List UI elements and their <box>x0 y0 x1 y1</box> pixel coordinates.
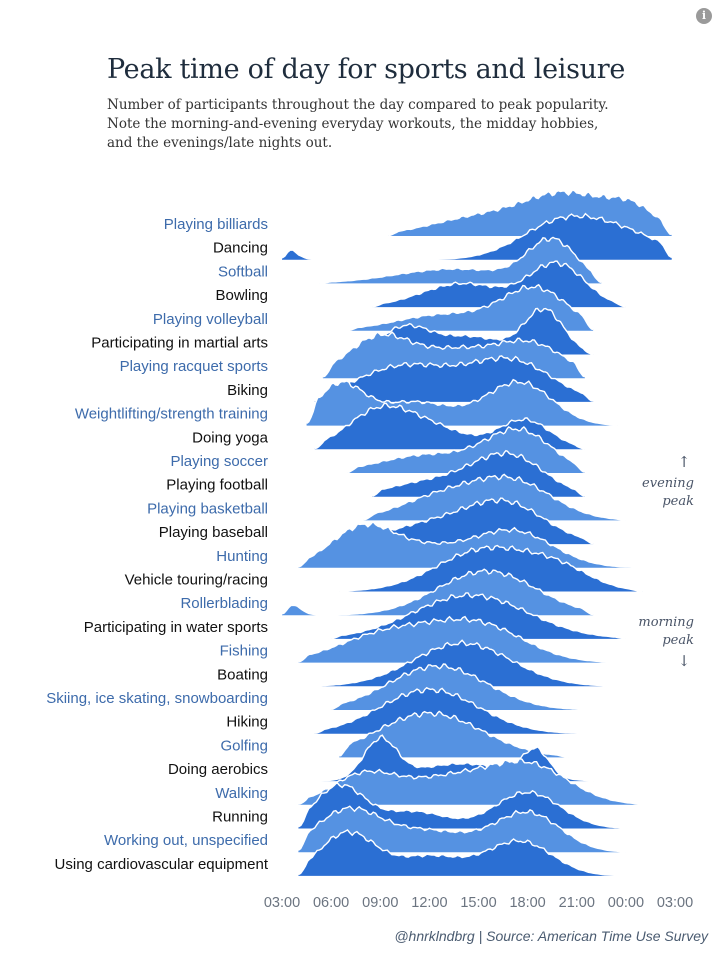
ridge-outline <box>298 828 626 877</box>
x-tick-label: 00:00 <box>608 895 644 911</box>
ridge-outline <box>298 758 643 806</box>
ridge-outline <box>372 260 626 308</box>
row-label: Skiing, ice skating, snowboarding <box>46 690 268 707</box>
ridge-area <box>339 711 569 758</box>
ridge-outline <box>298 805 626 853</box>
ridge-outline <box>298 615 610 664</box>
row-label: Running <box>212 809 268 826</box>
row-label: Playing racquet sports <box>120 358 268 375</box>
ridge-area <box>298 616 610 663</box>
row-label: Playing basketball <box>147 500 268 517</box>
ridge-area <box>372 261 626 308</box>
x-tick-label: 06:00 <box>313 895 349 911</box>
row-label: Weightlifting/strength training <box>75 406 268 423</box>
x-tick-label: 09:00 <box>362 895 398 911</box>
x-axis: 03:00 06:00 09:00 12:00 15:00 18:00 21:00 00:00… <box>264 895 693 911</box>
source-credit: @hnrklndbrg | Source: American Time Use … <box>394 928 708 944</box>
evening-peak-label: evening <box>642 476 694 491</box>
x-tick-label: 18:00 <box>509 895 545 911</box>
x-tick-label: 21:00 <box>559 895 595 911</box>
row-label: Boating <box>217 666 268 683</box>
ridge-outline <box>363 307 594 355</box>
row-label: Participating in martial arts <box>91 335 268 352</box>
row-label: Playing football <box>166 477 268 494</box>
ridge-outline <box>331 592 626 640</box>
ridge-outline <box>314 355 594 402</box>
row-label: Participating in water sports <box>84 619 268 636</box>
row-label: Hiking <box>226 714 268 731</box>
x-tick-label: 03:00 <box>657 895 693 911</box>
row-label: Softball <box>218 263 268 280</box>
row-label: Hunting <box>216 548 268 565</box>
row-label: Walking <box>215 785 268 802</box>
row-label: Golfing <box>220 737 268 754</box>
row-label: Fishing <box>220 643 268 660</box>
ridge-area <box>298 521 659 568</box>
x-tick-label: 12:00 <box>411 895 447 911</box>
ridge-outline <box>322 331 586 378</box>
info-icon[interactable]: i <box>696 8 712 24</box>
ridge-area <box>282 569 594 616</box>
row-label: Rollerblading <box>180 595 268 612</box>
morning-peak-label: morning <box>638 615 694 630</box>
x-tick-label: 15:00 <box>460 895 496 911</box>
ridge-outline <box>330 663 594 711</box>
row-label: Dancing <box>213 240 268 257</box>
subtitle-line: Note the morning-and-evening everyday wo… <box>107 116 599 132</box>
ridge-area <box>314 687 585 734</box>
ridge-outline <box>281 568 594 616</box>
subtitle-line: and the evenings/late nights out. <box>107 135 333 151</box>
row-label: Playing baseball <box>159 524 268 541</box>
ridge-area <box>363 474 626 521</box>
row-label: Playing billiards <box>164 216 268 233</box>
row-labels: Playing billiards Dancing Softball Bowling P… <box>46 216 269 873</box>
ridge-outline <box>388 189 672 237</box>
morning-peak-label: peak <box>662 633 694 648</box>
ridges <box>281 189 673 877</box>
ridge-outline <box>347 283 594 332</box>
ridge-outline <box>314 639 610 687</box>
row-label: Using cardiovascular equipment <box>55 856 269 873</box>
chart-title: Peak time of day for sports and leisure <box>107 54 626 85</box>
ridge-area <box>339 545 643 592</box>
ridge-outline <box>298 520 659 569</box>
ridge-outline <box>314 686 585 735</box>
ridge-area <box>298 829 626 876</box>
ridge-outline <box>306 378 618 427</box>
morning-peak-arrow: ↓ <box>678 652 691 670</box>
row-label: Doing aerobics <box>168 761 268 778</box>
row-label: Working out, unspecified <box>104 832 268 849</box>
morning-peak-annotation: morning peak ↓ <box>638 615 694 670</box>
ridge-outline <box>372 449 585 497</box>
ridge-outline <box>314 402 585 450</box>
row-label: Bowling <box>215 287 268 304</box>
ridge-area <box>319 237 602 284</box>
ridge-area <box>314 640 610 687</box>
row-label: Biking <box>227 382 268 399</box>
evening-peak-arrow: ↑ <box>678 453 691 471</box>
subtitle-line: Number of participants throughout the da… <box>107 97 609 113</box>
evening-peak-annotation: ↑ evening peak <box>642 453 694 509</box>
row-label: Doing yoga <box>192 429 269 446</box>
ridge-outline <box>363 473 626 521</box>
ridge-outline <box>281 212 673 261</box>
row-label: Vehicle touring/racing <box>125 572 268 589</box>
ridge-area <box>298 782 659 829</box>
ridge-outline <box>298 781 659 830</box>
row-label: Playing soccer <box>170 453 268 470</box>
ridge-area <box>282 213 672 260</box>
evening-peak-label: peak <box>662 494 694 509</box>
ridge-outline <box>339 544 643 593</box>
row-label: Playing volleyball <box>153 311 268 328</box>
ridge-area <box>298 758 643 805</box>
ridge-outline <box>306 734 594 782</box>
chart-subtitle: Number of participants throughout the da… <box>107 96 687 153</box>
ridge-outline <box>319 236 602 284</box>
ridge-outline <box>347 426 586 474</box>
x-tick-label: 03:00 <box>264 895 300 911</box>
